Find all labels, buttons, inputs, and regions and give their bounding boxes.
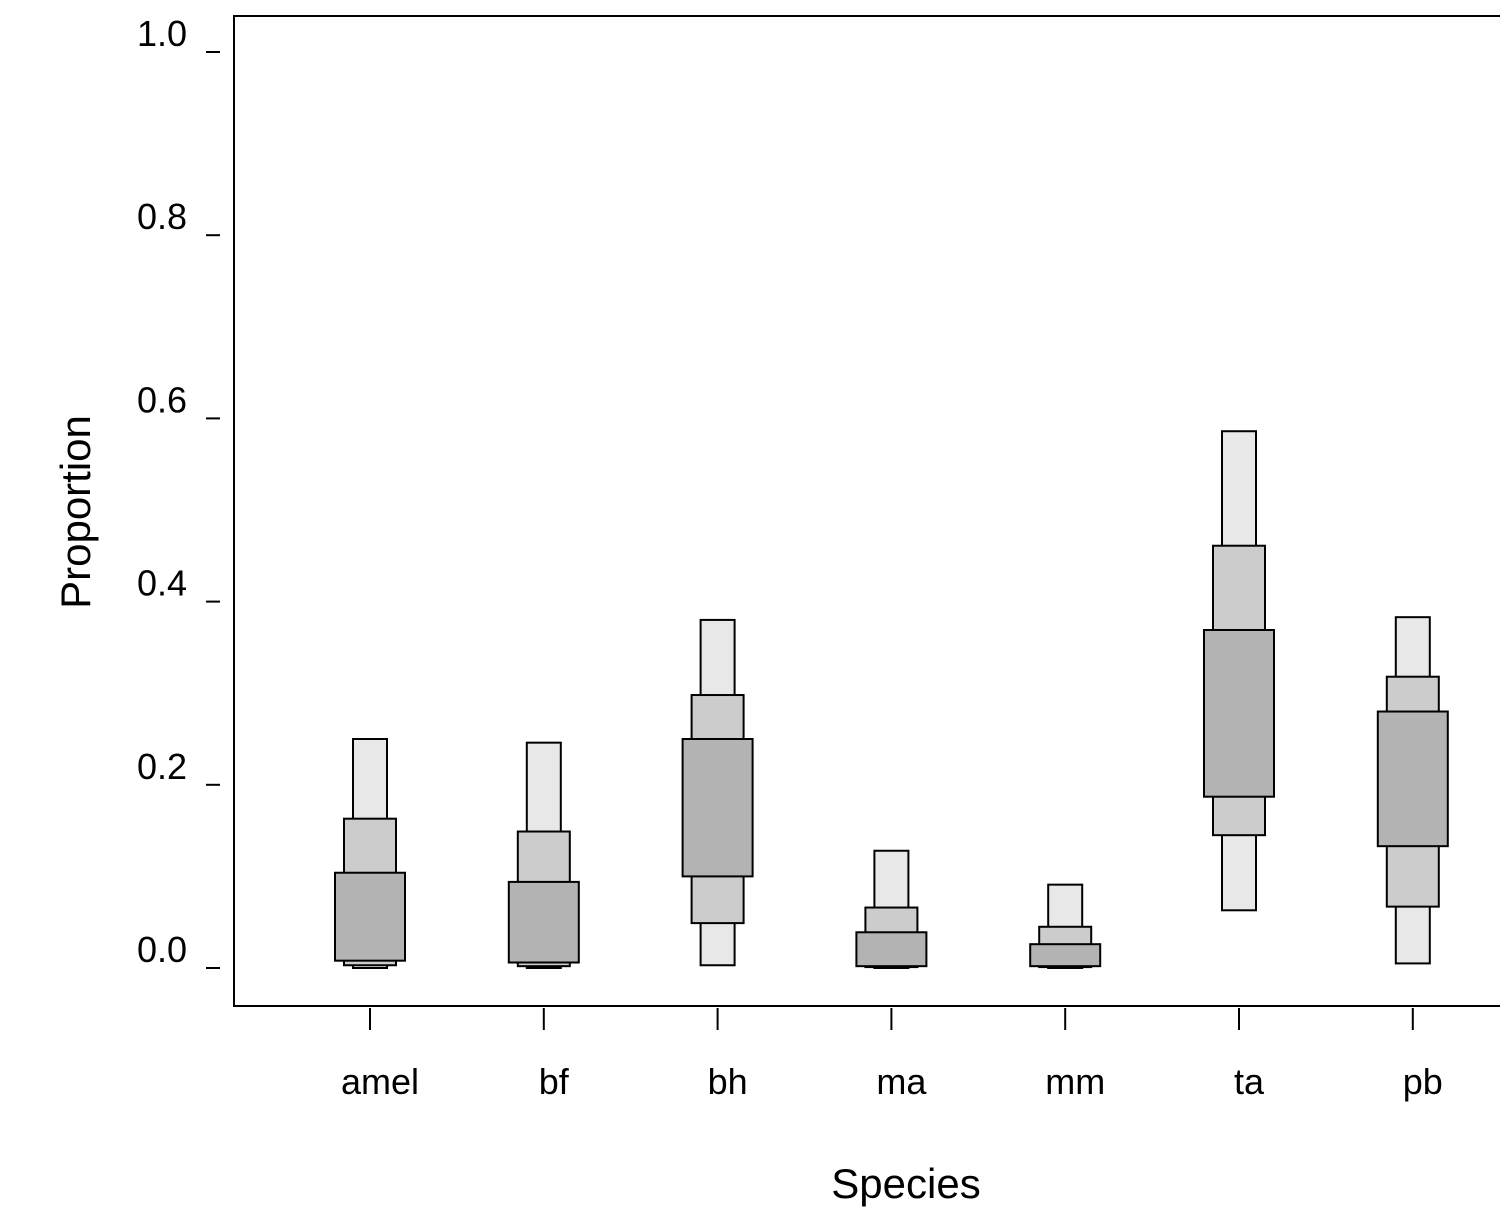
band-inner-ta	[1203, 628, 1275, 798]
box-bf	[507, 741, 580, 969]
x-axis-title: Species	[831, 1160, 980, 1207]
box-ta	[1203, 430, 1275, 912]
y-tick-label: 1.0	[137, 13, 187, 54]
y-tick-label: 0.4	[137, 563, 187, 604]
band-inner-bh	[681, 738, 754, 878]
x-tick-label: bh	[708, 1061, 748, 1102]
y-tick-label: 0.2	[137, 746, 187, 787]
plot-frame	[233, 15, 1500, 1007]
box-bh	[681, 618, 754, 967]
band-inner-mm	[1029, 943, 1102, 968]
band-inner-bf	[507, 880, 580, 964]
band-inner-ma	[855, 931, 928, 968]
y-tick-label: 0.8	[137, 196, 187, 237]
x-axis: amel bf bh ma mm ta pb	[341, 1008, 1443, 1102]
y-axis-title: Proportion	[52, 415, 99, 609]
band-inner-pb	[1376, 710, 1449, 848]
x-tick-label: mm	[1045, 1061, 1105, 1102]
y-tick-label: 0.0	[137, 929, 187, 970]
box-ma	[855, 849, 928, 970]
x-tick-label: ta	[1234, 1061, 1265, 1102]
y-axis: 0.0 0.2 0.4 0.6 0.8 1.0	[137, 13, 220, 970]
x-tick-label: bf	[539, 1061, 570, 1102]
x-tick-label: ma	[876, 1061, 927, 1102]
box-pb	[1376, 616, 1449, 965]
boxes	[334, 430, 1449, 970]
x-tick-label: amel	[341, 1061, 419, 1102]
x-tick-label: pb	[1403, 1061, 1443, 1102]
box-amel	[334, 738, 406, 969]
box-mm	[1029, 883, 1102, 969]
y-tick-label: 0.6	[137, 379, 187, 420]
band-inner-amel	[334, 871, 406, 962]
